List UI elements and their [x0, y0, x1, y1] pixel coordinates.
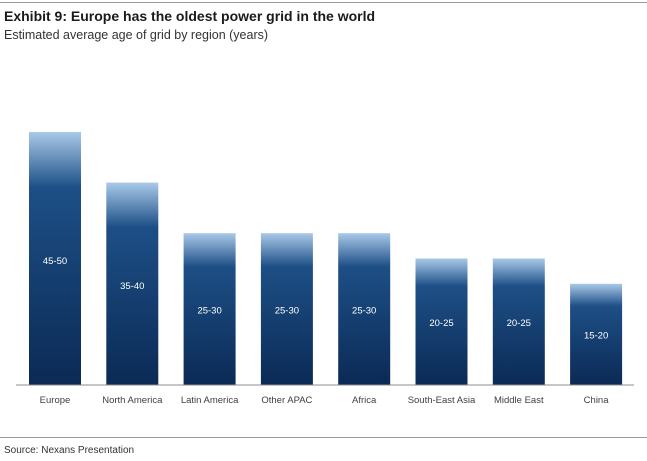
bar-north-america: [106, 182, 159, 385]
category-label: Europe: [40, 395, 71, 406]
bar-china: [570, 283, 623, 385]
category-label: Middle East: [494, 395, 544, 406]
data-label: 15-20: [584, 330, 608, 341]
chart-title: Exhibit 9: Europe has the oldest power g…: [4, 8, 376, 24]
category-label: Latin America: [181, 395, 239, 406]
bar-middle-east: [492, 258, 545, 385]
data-labels: 45-50 35-40 25-30 25-30 25-30 20-25 20-25 15-20: [43, 256, 608, 341]
data-label: 25-30: [352, 306, 376, 317]
data-label: 45-50: [43, 256, 67, 267]
category-label: North America: [102, 395, 163, 406]
chart-subtitle: Estimated average age of grid by region …: [4, 28, 269, 42]
bottom-rule: [0, 437, 647, 438]
data-label: 20-25: [507, 318, 531, 329]
bar-chart: 45-50 35-40 25-30 25-30 25-30 20-25 20-25 15-20…: [16, 132, 634, 406]
category-label: South-East Asia: [408, 395, 476, 406]
bar-series: [29, 132, 623, 385]
bar-other-apac: [260, 233, 313, 385]
bar-latin-america: [183, 233, 236, 385]
category-label: Other APAC: [261, 395, 312, 406]
category-axis-labels: Europe North America Latin America Other AP…: [40, 395, 610, 406]
data-label: 35-40: [120, 281, 144, 292]
bar-south-east-asia: [415, 258, 468, 385]
category-label: China: [584, 395, 610, 406]
data-label: 25-30: [275, 306, 299, 317]
data-label: 25-30: [197, 306, 221, 317]
bar-europe: [29, 132, 81, 385]
source-note: Source: Nexans Presentation: [4, 445, 135, 456]
bar-africa: [338, 233, 391, 385]
top-rule: [0, 2, 647, 3]
category-label: Africa: [352, 395, 377, 406]
data-label: 20-25: [429, 318, 453, 329]
